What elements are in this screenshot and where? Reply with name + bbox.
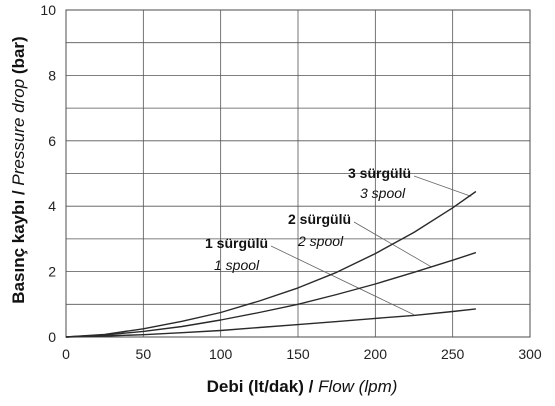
x-tick-label: 100: [209, 346, 233, 362]
y-axis-title: Basınç kaybı / Pressure drop (bar): [9, 36, 28, 303]
y-tick-label: 8: [48, 67, 56, 83]
x-axis-title: Debi (lt/dak) / Flow (lpm): [207, 377, 398, 396]
series-sublabel-3: 3 spool: [360, 185, 406, 201]
x-tick-label: 250: [441, 346, 465, 362]
x-tick-label: 0: [62, 346, 70, 362]
leader-line-1: [270, 245, 415, 316]
y-tick-labels: 0 2 4 6 8 10: [40, 2, 56, 345]
y-tick-label: 10: [40, 2, 56, 18]
x-tick-label: 150: [286, 346, 310, 362]
series-line-1: [65, 308, 476, 338]
series-line-2: [65, 251, 477, 338]
series-sublabel-2: 2 spool: [297, 233, 344, 249]
series-lines: [65, 190, 477, 338]
x-tick-label: 300: [518, 346, 542, 362]
y-tick-label: 0: [48, 329, 56, 345]
series-label-2: 2 sürgülü: [288, 211, 351, 227]
series-line-3: [65, 190, 477, 338]
y-tick-label: 4: [48, 198, 56, 214]
x-tick-label: 200: [364, 346, 388, 362]
grid: [65, 9, 531, 338]
series-label-1: 1 sürgülü: [205, 235, 268, 251]
series-label-3: 3 sürgülü: [348, 165, 411, 181]
series-labels: 1 sürgülü 1 spool 2 sürgülü 2 spool 3 sürgül…: [205, 165, 411, 273]
series-sublabel-1: 1 spool: [214, 257, 260, 273]
x-tick-labels: 0 50 100 150 200 250 300: [62, 346, 542, 362]
x-tick-label: 50: [136, 346, 152, 362]
y-tick-label: 6: [48, 133, 56, 149]
y-tick-label: 2: [48, 264, 56, 280]
leader-line-3: [413, 175, 472, 197]
